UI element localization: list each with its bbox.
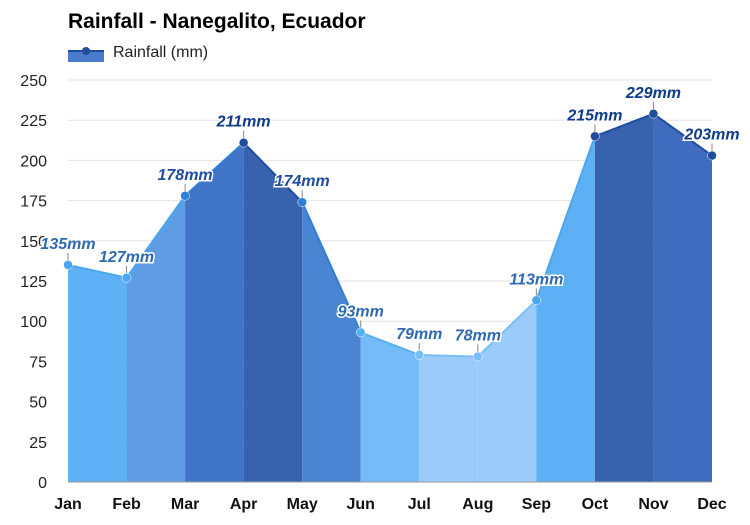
data-point	[355, 327, 366, 338]
legend: Rainfall (mm)	[68, 44, 208, 62]
data-label: 229mm	[625, 85, 681, 102]
series-line-segment	[184, 141, 245, 197]
data-point	[414, 350, 425, 360]
x-tick-label: May	[287, 496, 318, 513]
area-band	[243, 142, 303, 482]
data-point	[590, 131, 600, 142]
data-point	[473, 351, 483, 362]
y-tick-label: 225	[20, 113, 47, 130]
y-tick-label: 200	[20, 153, 47, 170]
data-point	[180, 191, 190, 201]
area-band	[185, 142, 244, 482]
data-point	[297, 197, 307, 207]
data-point	[63, 260, 73, 270]
area-band	[302, 202, 361, 482]
y-tick-label: 100	[20, 314, 47, 331]
data-point	[707, 150, 717, 161]
x-tick-label: Feb	[112, 496, 141, 513]
area-band	[126, 195, 186, 482]
series-line-segment	[477, 299, 538, 358]
series-line-segment	[594, 112, 654, 138]
y-tick-label: 125	[20, 274, 47, 291]
y-tick-label: 250	[20, 73, 47, 90]
data-label: 203mm	[683, 127, 739, 144]
series-line-segment	[242, 142, 303, 203]
y-tick-label: 150	[20, 234, 47, 251]
data-label: 113mm	[509, 271, 563, 288]
area-band	[68, 264, 127, 482]
area-band	[653, 113, 712, 482]
x-tick-label: Nov	[638, 496, 668, 513]
x-tick-label: Aug	[462, 496, 493, 513]
area-band	[594, 113, 654, 482]
data-point	[531, 295, 542, 306]
data-label: 135mm	[40, 236, 95, 253]
area-band	[536, 136, 595, 482]
data-label: 79mm	[396, 326, 442, 343]
data-point	[121, 273, 132, 283]
x-tick-label: Dec	[697, 496, 726, 513]
x-tick-label: Jul	[408, 496, 431, 513]
legend-swatch	[68, 44, 104, 62]
x-tick-label: Jan	[54, 496, 82, 513]
data-label: 178mm	[158, 167, 213, 184]
series-line-segment	[301, 201, 362, 333]
data-label: 215mm	[566, 107, 622, 124]
legend-label: Rainfall (mm)	[113, 44, 209, 61]
x-tick-label: Apr	[230, 496, 258, 513]
data-label: 93mm	[338, 303, 384, 320]
area-band	[477, 300, 537, 482]
y-tick-label: 175	[20, 194, 47, 211]
y-tick-label: 75	[29, 354, 47, 371]
series-line-segment	[360, 331, 420, 356]
data-point	[238, 137, 249, 148]
x-tick-label: Jun	[347, 496, 375, 513]
x-tick-label: Oct	[582, 496, 609, 513]
data-label: 211mm	[216, 114, 271, 131]
series-line-segment	[67, 263, 127, 279]
data-point	[648, 109, 659, 119]
series-line-segment	[652, 112, 713, 157]
data-label: 174mm	[275, 173, 330, 190]
data-label: 78mm	[455, 328, 501, 345]
y-tick-label: 50	[29, 395, 47, 412]
x-tick-label: Sep	[522, 496, 552, 513]
series-line-segment	[535, 135, 596, 301]
y-tick-label: 25	[29, 435, 47, 452]
area-band	[360, 332, 420, 482]
chart-title: Rainfall - Nanegalito, Ecuador	[68, 10, 366, 33]
area-band	[419, 354, 478, 482]
y-tick-label: 0	[38, 475, 47, 492]
series-line-segment	[419, 353, 478, 358]
data-label: 127mm	[99, 249, 154, 266]
x-tick-label: Mar	[171, 496, 199, 513]
series-line-segment	[125, 195, 186, 279]
